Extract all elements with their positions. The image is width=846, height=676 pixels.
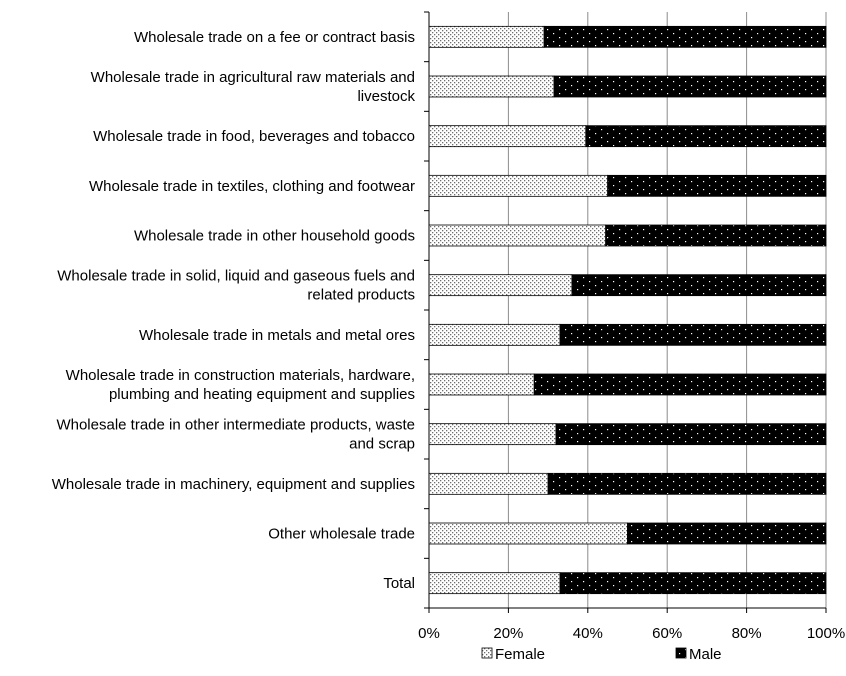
bar-male (627, 522, 827, 545)
x-tick-label: 40% (573, 625, 603, 642)
bar-female (428, 522, 628, 545)
bar-male (585, 125, 827, 148)
category-label: Wholesale trade in construction material… (66, 367, 415, 403)
bar-male (547, 472, 827, 495)
x-tick-label: 60% (652, 625, 682, 642)
x-tick-label: 100% (807, 625, 845, 642)
x-tick-label: 20% (493, 625, 523, 642)
category-label: Total (383, 575, 415, 592)
category-labels: Wholesale trade on a fee or contract bas… (52, 29, 416, 592)
legend-label-female: Female (495, 646, 545, 663)
bar-female (428, 224, 607, 247)
category-label: Wholesale trade in other household goods (134, 228, 415, 245)
legend-swatch-female (481, 647, 493, 659)
category-label: Wholesale trade in machinery, equipment … (52, 476, 415, 493)
bar-female (428, 25, 545, 48)
axes (424, 11, 827, 613)
bar-female (428, 75, 555, 98)
bar-female (428, 174, 609, 197)
legend: Female Male (481, 646, 722, 663)
category-label: Wholesale trade in other intermediate pr… (56, 417, 415, 453)
category-label: Wholesale trade in agricultural raw mate… (91, 69, 416, 105)
bar-male (553, 75, 827, 98)
bar-female (428, 125, 587, 148)
bar-female (428, 373, 535, 396)
bar-male (559, 323, 827, 346)
x-tick-label: 80% (732, 625, 762, 642)
category-label: Wholesale trade in textiles, clothing an… (89, 178, 415, 195)
legend-swatch-male (675, 647, 687, 659)
bar-female (428, 472, 549, 495)
bar-male (559, 572, 827, 595)
category-label: Other wholesale trade (268, 526, 415, 543)
bar-male (605, 224, 827, 247)
gridlines (507, 12, 827, 608)
category-label: Wholesale trade on a fee or contract bas… (134, 29, 415, 46)
x-tick-label: 0% (418, 625, 440, 642)
bar-female (428, 572, 561, 595)
category-label: Wholesale trade in food, beverages and t… (93, 128, 415, 145)
legend-label-male: Male (689, 646, 722, 663)
category-label: Wholesale trade in solid, liquid and gas… (57, 268, 415, 304)
bar-male (555, 423, 827, 446)
bar-male (571, 274, 827, 297)
category-label: Wholesale trade in metals and metal ores (139, 327, 415, 344)
bar-male (543, 25, 827, 48)
bar-male (533, 373, 827, 396)
bars (428, 25, 827, 595)
bar-female (428, 423, 557, 446)
bar-female (428, 323, 561, 346)
bar-female (428, 274, 573, 297)
bar-male (607, 174, 827, 197)
x-tick-labels: 0% 20% 40% 60% 80% 100% (418, 625, 845, 642)
